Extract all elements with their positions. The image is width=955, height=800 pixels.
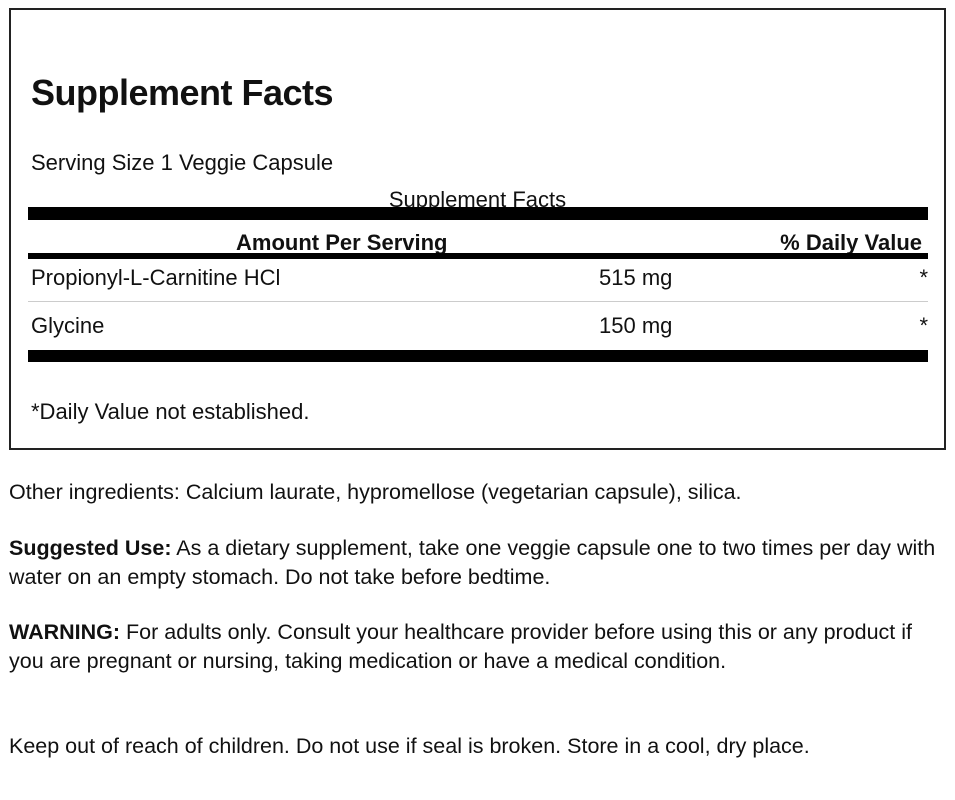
ingredient-amount: 515 mg xyxy=(599,265,673,290)
ingredient-amount: 150 mg xyxy=(599,313,673,338)
ingredient-dv: * xyxy=(919,313,928,338)
thick-divider xyxy=(28,350,928,362)
supplement-facts-panel: Supplement Facts Serving Size 1 Veggie C… xyxy=(9,8,946,450)
thick-divider xyxy=(28,207,928,220)
other-ingredients: Other ingredients: Calcium laurate, hypr… xyxy=(9,480,742,504)
panel-title: Supplement Facts xyxy=(31,72,334,113)
row-divider xyxy=(28,301,928,302)
ingredient-dv: * xyxy=(919,265,928,290)
footnote: *Daily Value not established. xyxy=(31,399,310,424)
serving-size: Serving Size 1 Veggie Capsule xyxy=(31,150,334,175)
suggested-use: Suggested Use: As a dietary supplement, … xyxy=(9,534,949,591)
header-divider xyxy=(28,253,928,259)
warning-label: WARNING: xyxy=(9,620,121,644)
ingredient-name: Glycine xyxy=(31,313,105,338)
warning: WARNING: For adults only. Consult your h… xyxy=(9,618,949,675)
daily-value-header: % Daily Value xyxy=(780,230,922,255)
suggested-use-text: As a dietary supplement, take one veggie… xyxy=(9,536,936,589)
amount-header: Amount Per Serving xyxy=(236,230,448,255)
suggested-use-label: Suggested Use: xyxy=(9,536,172,560)
warning-text: For adults only. Consult your healthcare… xyxy=(9,620,913,673)
storage-instructions: Keep out of reach of children. Do not us… xyxy=(9,734,810,758)
ingredient-name: Propionyl-L-Carnitine HCl xyxy=(31,265,281,290)
